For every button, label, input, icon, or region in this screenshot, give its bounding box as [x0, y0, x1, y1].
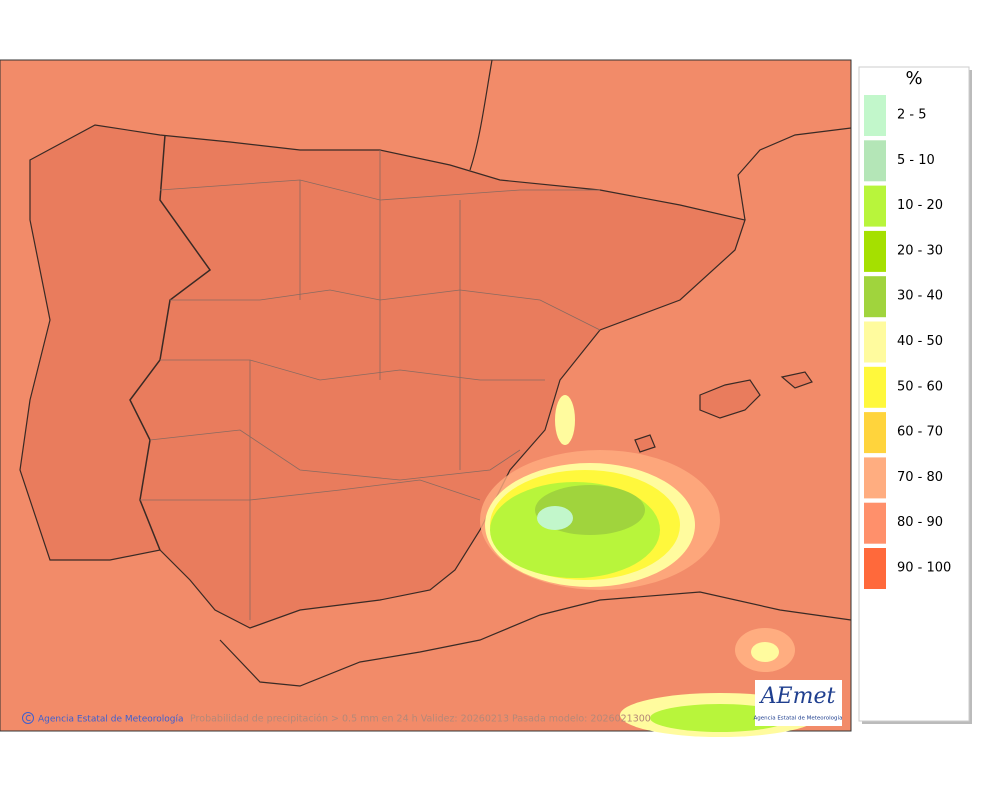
legend-swatch — [864, 185, 886, 227]
legend-label: 5 - 10 — [897, 153, 935, 168]
legend-swatch — [864, 366, 886, 408]
legend-unit: % — [905, 68, 922, 89]
legend-label: 40 - 50 — [897, 334, 943, 349]
legend-label: 20 - 30 — [897, 243, 943, 258]
france-med-coast — [737, 127, 852, 221]
iberia — [19, 124, 746, 629]
legend-swatch — [864, 140, 886, 182]
legend-label: 10 - 20 — [897, 198, 943, 213]
logo-subtitle: Agencia Estatal de Meteorología — [754, 715, 843, 722]
credit-text: Agencia Estatal de Meteorología — [38, 715, 184, 725]
legend-swatch — [864, 548, 886, 589]
caption: Probabilidad de precipitación > 0.5 mm e… — [190, 714, 651, 725]
legend-label: 30 - 40 — [897, 289, 943, 304]
legend-label: 90 - 100 — [897, 561, 951, 576]
legend-swatch — [864, 230, 886, 272]
legend-swatch — [864, 95, 886, 136]
precip-area — [480, 395, 820, 737]
legend-swatch — [864, 321, 886, 363]
legend-label: 70 - 80 — [897, 470, 943, 485]
land — [19, 124, 813, 629]
legend-swatch — [864, 457, 886, 499]
logo-name: AEmet — [759, 684, 836, 709]
legend-label: 50 - 60 — [897, 379, 943, 394]
legend-label: 2 - 5 — [897, 108, 927, 123]
legend-label: 60 - 70 — [897, 425, 943, 440]
copyright-icon — [22, 712, 34, 724]
credit: Agencia Estatal de Meteorología Probabil… — [22, 712, 651, 725]
logo-box — [755, 680, 842, 726]
legend-swatch — [864, 412, 886, 454]
copyright-icon — [25, 714, 31, 722]
legend-swatch — [864, 502, 886, 544]
mallorca — [699, 379, 761, 419]
africa-coast — [219, 591, 852, 687]
regions — [140, 150, 601, 620]
france-coast — [469, 59, 493, 171]
logo: AEmet Agencia Estatal de Meteorología — [754, 680, 843, 726]
legend-label: 80 - 90 — [897, 515, 943, 530]
ibiza — [634, 434, 656, 453]
legend-swatch — [864, 276, 886, 318]
legend: % 2 - 5 5 - 10 10 - 20 20 - 30 30 - 40 40 - 5… — [858, 66, 972, 724]
menorca — [780, 371, 813, 389]
